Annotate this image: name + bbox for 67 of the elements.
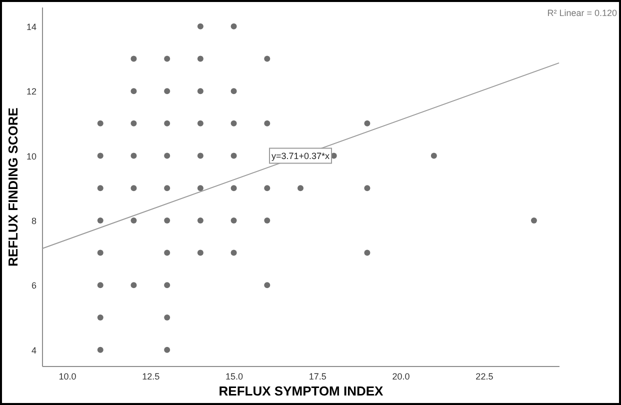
point	[197, 23, 204, 30]
x-axis-title: REFLUX SYMPTOM INDEX	[218, 384, 384, 398]
y-tick-label: 14	[26, 22, 36, 32]
point	[164, 250, 170, 256]
point	[197, 217, 204, 224]
point	[164, 282, 170, 288]
point	[97, 185, 104, 192]
point	[264, 282, 270, 288]
point	[264, 185, 270, 192]
point	[97, 314, 104, 320]
point	[164, 56, 170, 62]
x-tick-label: 15.0	[226, 372, 244, 382]
point	[197, 120, 204, 126]
point	[197, 56, 204, 62]
y-tick-label: 8	[31, 216, 36, 226]
point	[97, 120, 104, 126]
x-tick-label: 17.5	[308, 372, 326, 382]
point	[164, 314, 170, 320]
point	[164, 217, 170, 224]
point	[197, 250, 204, 256]
annotation: R² Linear = 0.120	[547, 8, 617, 18]
point	[130, 88, 137, 94]
point	[230, 152, 237, 159]
point	[130, 56, 137, 62]
point	[364, 185, 370, 192]
point	[130, 152, 137, 159]
point	[97, 250, 104, 256]
point	[164, 88, 170, 94]
point	[164, 152, 170, 159]
x-tick-label: 20.0	[392, 372, 410, 382]
y-tick-label: 12	[26, 86, 36, 97]
point	[364, 250, 370, 256]
point	[130, 217, 137, 224]
annotation: y=3.71+0.37*x	[271, 150, 330, 161]
point	[164, 346, 170, 353]
point	[230, 217, 237, 224]
point	[130, 185, 137, 192]
point	[264, 120, 270, 126]
point	[230, 185, 237, 192]
y-axis-title: REFLUX FINDING SCORE	[5, 107, 20, 266]
point	[264, 217, 270, 224]
x-tick-label: 12.5	[142, 372, 160, 382]
point	[97, 152, 104, 159]
point	[164, 120, 170, 126]
point	[97, 282, 104, 288]
point	[230, 23, 237, 30]
y-tick-label: 6	[31, 280, 36, 291]
y-tick-label: 4	[31, 345, 36, 356]
point	[197, 152, 204, 159]
x-tick-label: 22.5	[476, 372, 494, 382]
point	[364, 120, 370, 126]
point	[197, 185, 204, 192]
point	[97, 346, 104, 353]
point	[164, 185, 170, 192]
point	[130, 120, 137, 126]
point	[230, 88, 237, 94]
y-tick-label: 10	[26, 151, 36, 162]
point	[230, 120, 237, 126]
point	[264, 56, 270, 62]
x-tick-label: 10.0	[58, 372, 76, 382]
point	[130, 282, 137, 288]
point	[230, 250, 237, 256]
point	[97, 217, 104, 224]
point	[298, 185, 304, 192]
point	[430, 152, 437, 159]
point	[197, 88, 204, 94]
point	[530, 217, 537, 224]
